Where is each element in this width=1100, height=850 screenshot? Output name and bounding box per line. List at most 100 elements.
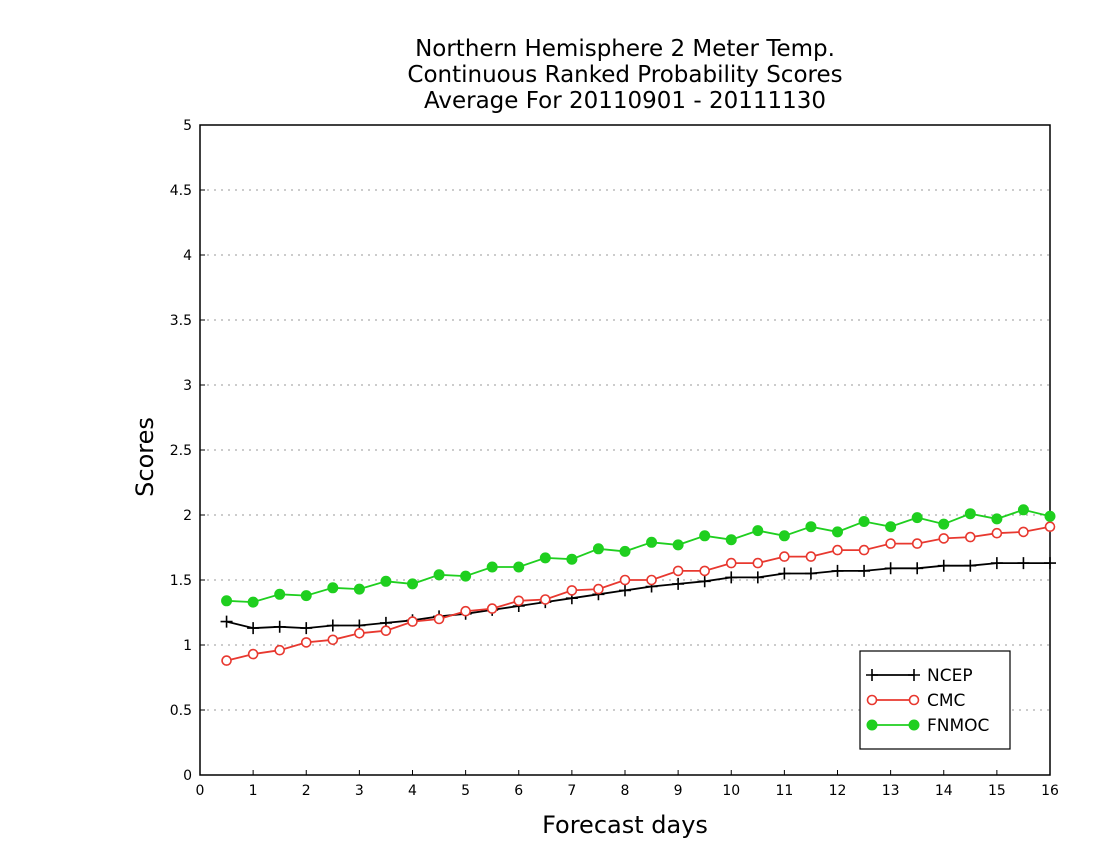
chart-title-line-3: Average For 20110901 - 20111130 [423,88,827,114]
data-point-cmc [327,634,339,646]
data-point-fnmoc [778,530,790,542]
data-point-ncep [326,619,339,632]
data-point-fnmoc [539,552,551,564]
data-point-ncep [884,562,897,575]
data-point-fnmoc [699,530,711,542]
y-tick-label: 1 [183,638,192,654]
data-point-cmc [885,538,896,549]
data-point-fnmoc [672,539,684,551]
data-point-fnmoc [274,588,286,600]
data-point-ncep [1017,557,1030,570]
data-point-fnmoc [991,513,1003,525]
y-tick-label: 1.5 [170,573,192,589]
data-point-ncep [1044,557,1056,570]
data-point-ncep [964,559,977,572]
data-point-ncep [300,622,313,635]
data-point-ncep [273,620,286,633]
data-point-cmc [699,565,710,577]
data-point-cmc [1044,521,1056,533]
series-layer [220,504,1056,666]
data-point-cmc [433,613,445,625]
data-point-fnmoc [407,578,418,590]
legend-label-cmc: CMC [927,691,965,711]
data-point-fnmoc [592,543,604,555]
x-tick-label: 10 [722,783,740,799]
x-tick-label: 6 [514,783,523,799]
legend-marker-fnmoc [866,719,878,731]
x-axis-title: Forecast days [542,811,708,839]
data-point-cmc [965,531,976,543]
chart-title-line-2: Continuous Ranked Probability Scores [407,62,843,88]
x-tick-label: 7 [567,783,576,799]
data-point-fnmoc [832,526,843,538]
series-ncep [220,557,1056,635]
data-point-ncep [247,622,260,635]
x-tick-label: 14 [935,783,953,799]
y-axis-title: Scores [131,417,159,497]
data-point-ncep [672,577,685,590]
legend-label-fnmoc: FNMOC [927,716,989,736]
y-tick-label: 0 [183,768,192,784]
data-point-cmc [858,544,870,556]
data-point-fnmoc [460,570,472,582]
data-point-cmc [221,655,232,666]
grid-lines [200,189,1050,711]
data-point-cmc [805,551,817,562]
data-point-ncep [937,559,950,572]
data-point-cmc [300,637,312,648]
x-tick-label: 13 [882,783,900,799]
x-tick-label: 2 [302,783,311,799]
data-point-cmc [407,616,418,627]
data-point-cmc [247,648,259,660]
data-point-fnmoc [1044,510,1056,522]
y-tick-label: 3 [183,378,192,394]
data-point-fnmoc [513,561,525,573]
x-tick-label: 15 [988,783,1006,799]
data-point-cmc [1018,526,1029,538]
y-tick-label: 0.5 [170,703,192,719]
x-tick-label: 1 [249,783,258,799]
data-point-ncep [751,571,764,584]
data-point-ncep [911,562,924,575]
data-point-fnmoc [380,575,392,587]
data-point-fnmoc [486,561,498,573]
data-point-cmc [725,557,737,569]
x-tick-label: 11 [775,783,793,799]
data-point-ncep [990,557,1003,570]
data-point-cmc [513,595,525,607]
data-point-cmc [991,527,1003,539]
data-point-fnmoc [805,521,817,533]
data-point-cmc [646,574,657,586]
data-point-fnmoc [938,518,950,530]
data-point-cmc [779,551,790,562]
series-cmc [221,521,1056,666]
x-tick-label: 0 [196,783,205,799]
data-point-fnmoc [725,534,737,546]
data-point-ncep [831,564,844,577]
y-tick-label: 4.5 [170,183,192,199]
data-point-fnmoc [911,512,923,524]
data-point-fnmoc [433,569,445,581]
data-point-fnmoc [300,590,312,602]
data-point-fnmoc [221,595,233,607]
x-tick-label: 8 [621,783,630,799]
legend-label-ncep: NCEP [927,666,973,686]
data-point-ncep [619,584,631,597]
data-point-fnmoc [964,508,976,520]
data-point-cmc [672,565,684,577]
data-point-ncep [698,575,711,588]
legend-marker-cmc [866,694,878,706]
legend-marker-ncep [908,669,920,681]
data-point-cmc [486,603,498,614]
data-point-cmc [752,557,764,569]
series-fnmoc [221,504,1056,608]
data-point-fnmoc [646,536,658,548]
series-line-ncep [226,562,1050,630]
x-tick-label: 12 [829,783,847,799]
data-point-fnmoc [885,521,897,533]
data-point-cmc [566,585,578,596]
data-point-cmc [354,627,365,639]
legend: NCEP CMC FNMOC [859,650,1011,750]
x-tick-label: 4 [408,783,417,799]
